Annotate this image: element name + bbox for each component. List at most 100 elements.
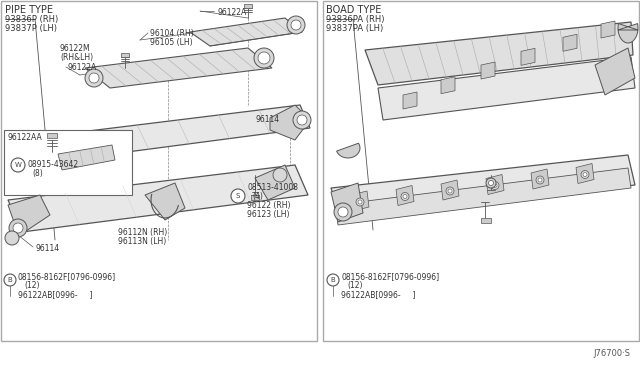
- Circle shape: [89, 73, 99, 83]
- Text: PIPE TYPE: PIPE TYPE: [5, 5, 53, 15]
- Polygon shape: [8, 165, 308, 232]
- Circle shape: [538, 178, 542, 182]
- Polygon shape: [521, 48, 535, 65]
- Text: 08156-8162F[0796-0996]: 08156-8162F[0796-0996]: [341, 272, 439, 281]
- Text: 96122AB[0996-     ]: 96122AB[0996- ]: [18, 290, 93, 299]
- Polygon shape: [441, 180, 459, 200]
- Circle shape: [583, 173, 587, 176]
- Bar: [251, 195, 259, 200]
- Circle shape: [448, 189, 452, 193]
- Polygon shape: [531, 169, 549, 189]
- Text: (12): (12): [24, 281, 40, 290]
- Polygon shape: [618, 23, 638, 43]
- Circle shape: [327, 274, 339, 286]
- Text: W: W: [15, 162, 21, 168]
- Text: 96105 (LH): 96105 (LH): [150, 38, 193, 47]
- Circle shape: [231, 189, 245, 203]
- Circle shape: [491, 182, 499, 189]
- Polygon shape: [365, 22, 633, 85]
- Text: 96122A: 96122A: [68, 63, 97, 72]
- Text: J76700·S: J76700·S: [593, 349, 630, 358]
- Bar: [323, 1, 639, 341]
- Circle shape: [85, 69, 103, 87]
- Polygon shape: [576, 164, 594, 183]
- Polygon shape: [85, 48, 272, 88]
- Text: 96104 (RH): 96104 (RH): [150, 29, 194, 38]
- Polygon shape: [396, 186, 414, 205]
- Text: (12): (12): [347, 281, 362, 290]
- Text: 96114: 96114: [255, 115, 279, 124]
- Circle shape: [493, 183, 497, 187]
- Bar: [4, 130, 132, 195]
- Circle shape: [486, 178, 496, 188]
- Polygon shape: [145, 183, 185, 220]
- Polygon shape: [190, 18, 302, 46]
- Text: BOAD TYPE: BOAD TYPE: [326, 5, 381, 15]
- Polygon shape: [441, 77, 455, 94]
- Circle shape: [581, 170, 589, 179]
- Text: B: B: [331, 277, 335, 283]
- Bar: [121, 53, 129, 57]
- Polygon shape: [563, 34, 577, 51]
- Circle shape: [9, 219, 27, 237]
- Bar: [1, 1, 317, 341]
- Polygon shape: [255, 165, 295, 200]
- Text: 08156-8162F[0796-0996]: 08156-8162F[0796-0996]: [18, 272, 116, 281]
- Text: 93836P (RH): 93836P (RH): [5, 15, 58, 24]
- Polygon shape: [337, 143, 360, 158]
- Text: 96122AB[0996-     ]: 96122AB[0996- ]: [341, 290, 415, 299]
- Text: (RH&LH): (RH&LH): [60, 53, 93, 62]
- Polygon shape: [378, 57, 635, 120]
- Circle shape: [293, 111, 311, 129]
- Polygon shape: [481, 62, 495, 79]
- Text: 96122M: 96122M: [60, 44, 91, 53]
- Circle shape: [291, 20, 301, 30]
- Polygon shape: [595, 48, 635, 95]
- Circle shape: [488, 180, 493, 186]
- Text: 96122 (RH): 96122 (RH): [247, 201, 291, 210]
- Bar: [244, 4, 252, 8]
- Bar: [481, 218, 491, 223]
- Text: 96122A: 96122A: [218, 8, 247, 17]
- Circle shape: [297, 115, 307, 125]
- Text: B: B: [8, 277, 12, 283]
- Circle shape: [13, 223, 23, 233]
- Circle shape: [258, 52, 270, 64]
- Circle shape: [536, 176, 544, 184]
- Polygon shape: [403, 92, 417, 109]
- Text: 93836PA (RH): 93836PA (RH): [326, 15, 385, 24]
- Polygon shape: [486, 174, 504, 195]
- Circle shape: [287, 16, 305, 34]
- Circle shape: [338, 207, 348, 217]
- Text: 93837PA (LH): 93837PA (LH): [326, 24, 383, 33]
- Text: 93837P (LH): 93837P (LH): [5, 24, 57, 33]
- Polygon shape: [351, 191, 369, 211]
- Text: 96113N (LH): 96113N (LH): [118, 237, 166, 246]
- Polygon shape: [270, 105, 310, 140]
- Circle shape: [446, 187, 454, 195]
- Text: (4): (4): [252, 192, 263, 201]
- Polygon shape: [331, 155, 635, 218]
- Circle shape: [401, 192, 409, 201]
- Circle shape: [403, 195, 407, 199]
- Circle shape: [358, 200, 362, 204]
- Circle shape: [254, 48, 274, 68]
- Text: 96122AA: 96122AA: [8, 133, 43, 142]
- Text: 96112N (RH): 96112N (RH): [118, 228, 167, 237]
- Polygon shape: [58, 145, 115, 170]
- Text: 08915-43642: 08915-43642: [27, 160, 78, 169]
- Polygon shape: [601, 21, 615, 38]
- Circle shape: [273, 168, 287, 182]
- Text: S: S: [236, 193, 240, 199]
- Polygon shape: [8, 195, 50, 235]
- Text: 96123 (LH): 96123 (LH): [247, 210, 289, 219]
- Text: 08513-41008: 08513-41008: [247, 183, 298, 192]
- Circle shape: [11, 158, 25, 172]
- Text: 96114: 96114: [35, 244, 59, 253]
- Polygon shape: [331, 183, 363, 222]
- Circle shape: [334, 203, 352, 221]
- Bar: [47, 133, 57, 138]
- Polygon shape: [335, 168, 631, 225]
- Text: (8): (8): [32, 169, 43, 178]
- Circle shape: [5, 231, 19, 245]
